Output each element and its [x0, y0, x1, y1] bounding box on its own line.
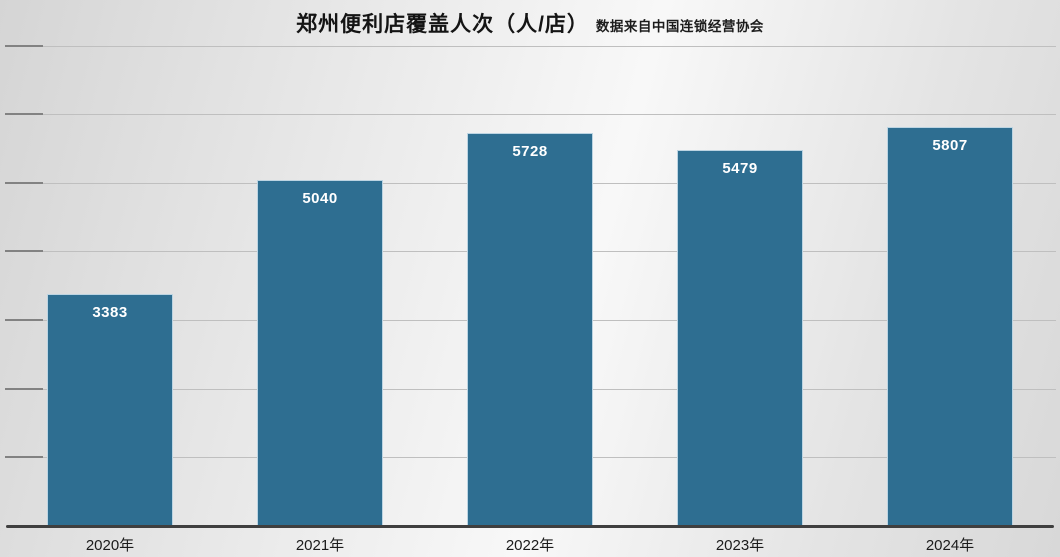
- y-axis-tick-7000: [5, 45, 43, 47]
- bar-value-label-2022年: 5728: [512, 143, 548, 160]
- y-axis-tick-2000: [5, 388, 43, 390]
- x-axis-label-2023年: 2023年: [715, 537, 765, 554]
- x-axis-label-2024年: 2024年: [925, 537, 975, 554]
- bar-value-label-2020年: 3383: [92, 304, 128, 321]
- y-axis-tick-3000: [5, 319, 43, 321]
- y-axis-tick-6000: [5, 113, 43, 115]
- bar-2023年: 5479: [677, 150, 803, 526]
- bar-value-label-2023年: 5479: [722, 160, 758, 177]
- y-axis-tick-1000: [5, 456, 43, 458]
- gridline-7000: [5, 46, 1056, 47]
- chart-source-note: 数据来自中国连锁经营协会: [595, 19, 764, 34]
- bar-2020年: 3383: [47, 294, 173, 526]
- bar-value-label-2021年: 5040: [302, 190, 338, 207]
- x-axis-label-2020年: 2020年: [85, 537, 135, 554]
- x-axis-label-2022年: 2022年: [505, 537, 555, 554]
- y-axis-tick-4000: [5, 250, 43, 252]
- bar-2021年: 5040: [257, 180, 383, 526]
- x-axis-line: [6, 525, 1054, 528]
- y-axis-tick-5000: [5, 182, 43, 184]
- chart-title-row: 郑州便利店覆盖人次（人/店） 数据来自中国连锁经营协会: [0, 8, 1060, 38]
- bar-2022年: 5728: [467, 133, 593, 526]
- x-axis-label-2021年: 2021年: [295, 537, 345, 554]
- gridline-6000: [5, 114, 1056, 115]
- bar-2024年: 5807: [887, 127, 1013, 526]
- bar-value-label-2024年: 5807: [932, 137, 968, 154]
- chart-title: 郑州便利店覆盖人次（人/店）: [296, 13, 589, 36]
